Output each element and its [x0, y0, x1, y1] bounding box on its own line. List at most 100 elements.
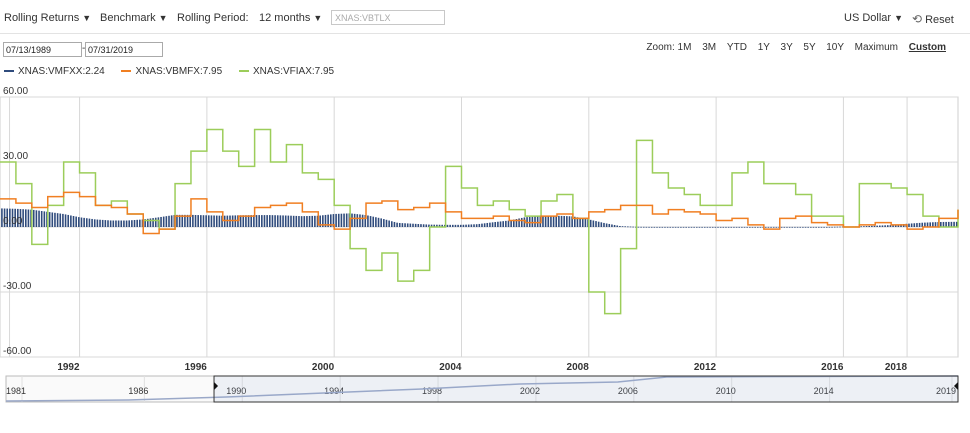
- vmfxx-bar: [9, 208, 11, 227]
- vmfxx-bar: [552, 215, 555, 227]
- vmfxx-bar: [576, 217, 579, 227]
- vmfxx-bar: [791, 226, 794, 228]
- vmfxx-bar: [276, 215, 279, 227]
- x-tick-label: 2000: [312, 362, 335, 373]
- navigator-tick-label: 1994: [324, 386, 344, 396]
- zoom-custom[interactable]: Custom: [908, 42, 946, 53]
- vmfxx-bar: [621, 226, 624, 228]
- vmfxx-bar: [892, 224, 894, 227]
- vmfxx-bar: [359, 214, 361, 227]
- vmfxx-bar: [754, 226, 756, 228]
- vmfxx-bar: [494, 222, 497, 227]
- legend-item-vmfxx[interactable]: XNAS:VMFXX:2.24: [4, 66, 105, 77]
- vmfxx-bar: [772, 226, 775, 228]
- vmfxx-bar: [101, 219, 104, 227]
- zoom-5y[interactable]: 5Y: [803, 42, 816, 53]
- vmfxx-bar: [550, 215, 552, 227]
- vmfxx-bar: [563, 216, 565, 227]
- vmfxx-bar: [950, 221, 953, 227]
- vmfxx-bar: [271, 215, 274, 227]
- ticker-input[interactable]: XNAS:VBTLX: [331, 10, 445, 25]
- vmfxx-bar: [897, 224, 900, 227]
- vmfxx-bar: [160, 216, 162, 227]
- zoom-10y[interactable]: 10Y: [826, 42, 844, 53]
- legend-item-vbmfx[interactable]: XNAS:VBMFX:7.95: [121, 66, 222, 77]
- vmfxx-bar: [823, 226, 825, 228]
- vmfxx-bar: [505, 220, 507, 227]
- vmfxx-bar: [579, 217, 581, 227]
- vmfxx-bar: [757, 226, 759, 228]
- vmfxx-bar: [810, 226, 812, 228]
- toolbar: Rolling Returns ▼ Benchmark ▼ Rolling Peri…: [0, 6, 970, 32]
- vmfxx-bar: [820, 226, 823, 228]
- vmfxx-bar: [558, 215, 560, 227]
- start-date-input[interactable]: 07/13/1989: [3, 42, 82, 57]
- vmfxx-bar: [93, 219, 96, 227]
- vmfxx-bar: [449, 224, 451, 227]
- vmfxx-bar: [409, 223, 412, 227]
- vmfxx-bar: [741, 226, 743, 228]
- vmfxx-bar: [955, 221, 958, 227]
- benchmark-dropdown[interactable]: Benchmark ▼: [100, 12, 168, 24]
- vmfxx-bar: [467, 224, 470, 227]
- vmfxx-bar: [284, 215, 287, 227]
- vmfxx-bar: [544, 216, 547, 227]
- vmfxx-bar: [863, 226, 865, 227]
- navigator-selection: [213, 375, 959, 403]
- legend: XNAS:VMFXX:2.24 XNAS:VBMFX:7.95 XNAS:VFI…: [4, 66, 348, 77]
- x-tick-label: 2008: [567, 362, 590, 373]
- navigator[interactable]: 1981 1986 1990 1994 1998 2002 2006 2010 2014 2019: [5, 375, 959, 403]
- vmfxx-bar: [128, 220, 131, 227]
- vmfxx-bar: [242, 215, 245, 227]
- vmfxx-bar: [274, 215, 276, 227]
- vmfxx-bar: [255, 215, 258, 227]
- chevron-down-icon: ▼: [313, 13, 323, 23]
- vmfxx-bar: [123, 220, 125, 227]
- reset-icon: ⟲: [912, 12, 923, 26]
- vmfxx-bar: [717, 226, 719, 228]
- currency-dropdown[interactable]: US Dollar ▼: [844, 12, 903, 24]
- vmfxx-bar: [364, 215, 367, 227]
- vmfxx-bar: [584, 218, 587, 227]
- y-tick-label: 30.00: [3, 151, 28, 162]
- vmfxx-bar: [934, 222, 937, 227]
- vmfxx-bar: [459, 224, 462, 227]
- vmfxx-bar: [377, 217, 380, 227]
- reset-button[interactable]: ⟲ Reset: [912, 12, 954, 26]
- vmfxx-bar: [764, 226, 767, 228]
- zoom-3m[interactable]: 3M: [702, 42, 717, 53]
- navigator-tick-label: 2002: [520, 386, 540, 396]
- vmfxx-bar: [560, 215, 563, 227]
- zoom-1y[interactable]: 1Y: [757, 42, 770, 53]
- vmfxx-bar: [115, 220, 117, 227]
- vmfxx-bar: [735, 226, 738, 228]
- vmfxx-bar: [515, 219, 518, 227]
- legend-item-vfiax[interactable]: XNAS:VFIAX:7.95: [238, 66, 334, 77]
- vmfxx-bar: [794, 226, 796, 228]
- vmfxx-bar: [375, 217, 377, 227]
- vmfxx-bar: [38, 210, 40, 227]
- zoom-1m[interactable]: 1M: [677, 42, 692, 53]
- vmfxx-bar: [833, 226, 836, 228]
- zoom-maximum[interactable]: Maximum: [854, 42, 898, 53]
- vmfxx-bar: [229, 215, 231, 227]
- vmfxx-bar: [512, 219, 515, 227]
- rolling-period-dropdown[interactable]: 12 months ▼: [259, 12, 322, 24]
- rolling-returns-dropdown[interactable]: Rolling Returns ▼: [4, 12, 91, 24]
- zoom-ytd[interactable]: YTD: [726, 42, 747, 53]
- vmfxx-bar: [719, 226, 722, 228]
- vmfxx-bar: [454, 224, 457, 227]
- vmfxx-bar: [335, 213, 337, 227]
- vmfxx-bar: [1, 208, 3, 227]
- vmfxx-bar: [470, 224, 473, 227]
- line-series: [0, 128, 959, 315]
- vmfxx-bar: [396, 222, 398, 227]
- vmfxx-bar: [730, 226, 733, 228]
- vmfxx-bar: [287, 215, 290, 227]
- vmfxx-bar: [536, 216, 539, 227]
- end-date-input[interactable]: 07/31/2019: [85, 42, 163, 57]
- vmfxx-bar: [83, 217, 85, 227]
- vbmfx-line: [0, 191, 959, 235]
- navigator-left-handle: [214, 382, 219, 390]
- zoom-3y[interactable]: 3Y: [780, 42, 793, 53]
